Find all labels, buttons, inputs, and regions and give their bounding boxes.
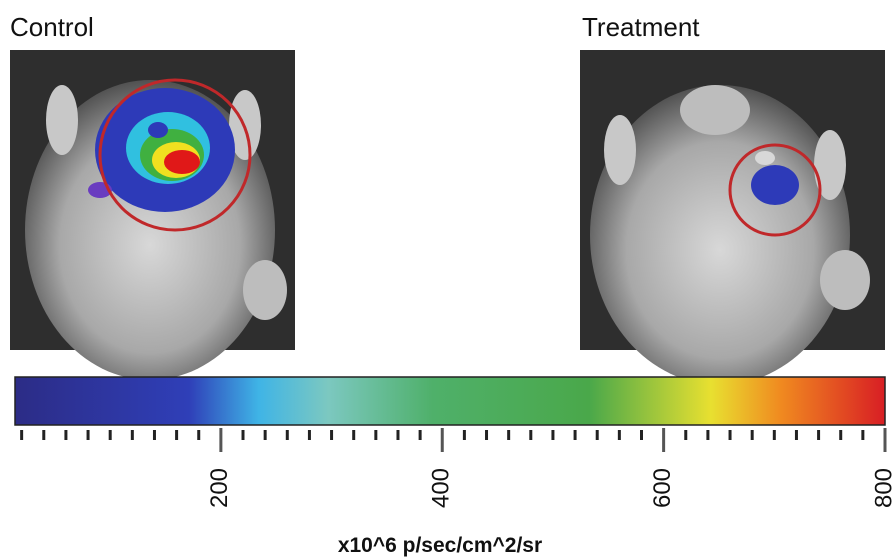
control-image bbox=[10, 50, 295, 380]
colorbar-label: x10^6 p/sec/cm^2/sr bbox=[338, 534, 542, 557]
colorbar bbox=[15, 377, 885, 425]
treatment-image bbox=[580, 50, 885, 385]
figure: Control Treatment x10^6 p/sec/cm^2/sr 20… bbox=[0, 0, 896, 559]
panel-title: Treatment bbox=[582, 12, 700, 42]
tick-label: 800 bbox=[870, 468, 896, 508]
tick-label: 200 bbox=[206, 468, 233, 508]
panel-title: Control bbox=[10, 12, 94, 42]
tick-label: 400 bbox=[428, 468, 455, 508]
tick-label: 600 bbox=[649, 468, 676, 508]
